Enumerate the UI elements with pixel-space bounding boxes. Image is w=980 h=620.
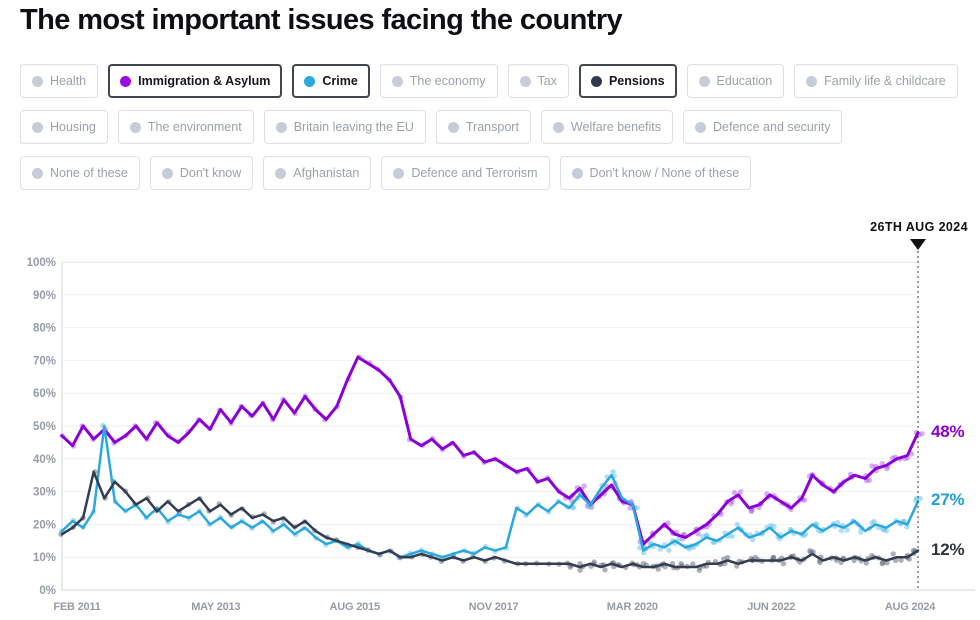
series-dot-icon <box>32 75 43 87</box>
filter-label: Afghanistan <box>293 166 360 180</box>
series-dot-icon <box>571 167 583 179</box>
filter-label: Tax <box>537 74 557 88</box>
date-annotation: 26TH AUG 2024 <box>870 220 968 234</box>
filter-bar: Health Immigration & Asylum Crime The econo… <box>20 64 970 202</box>
x-tick-label: MAR 2020 <box>607 601 658 613</box>
end-label-immigration-asylum: 48% <box>931 421 965 441</box>
series-dot-icon <box>32 121 43 133</box>
filter-label: Transport <box>465 120 519 134</box>
filter-button-crime[interactable]: Crime <box>292 64 370 98</box>
filter-button-afghanistan[interactable]: Afghanistan <box>263 156 372 190</box>
filter-row: None of these Don't know Afghanistan Defenc… <box>20 156 970 190</box>
filter-button-defence-and-terrorism[interactable]: Defence and Terrorism <box>381 156 550 190</box>
filter-label: Welfare benefits <box>570 120 662 134</box>
series-dot-icon <box>161 167 173 179</box>
series-line-pensions[interactable] <box>60 470 920 569</box>
y-tick-label: 0% <box>39 585 56 597</box>
filter-label: Don't know <box>179 166 242 180</box>
filter-button-transport[interactable]: Transport <box>435 110 531 144</box>
filter-button-welfare-benefits[interactable]: Welfare benefits <box>540 110 674 144</box>
y-tick-label: 10% <box>33 552 56 564</box>
end-label-crime: 27% <box>931 490 965 510</box>
y-tick-label: 80% <box>33 323 56 335</box>
filter-button-education[interactable]: Education <box>686 64 785 98</box>
filter-button-family-life-childcare[interactable]: Family life & childcare <box>794 64 958 98</box>
filter-button-housing[interactable]: Housing <box>20 110 108 144</box>
filter-label: None of these <box>50 166 128 180</box>
filter-label: Education <box>716 74 773 88</box>
series-dot-icon <box>32 167 43 179</box>
filter-button-pensions[interactable]: Pensions <box>578 64 677 98</box>
filter-button-the-environment[interactable]: The environment <box>117 110 254 144</box>
filter-button-tax[interactable]: Tax <box>507 64 569 98</box>
filter-label: Family life & childcare <box>824 74 946 88</box>
filter-label: Pensions <box>608 74 665 88</box>
filter-button-don-t-know[interactable]: Don't know <box>149 156 254 190</box>
x-tick-label: MAY 2013 <box>191 601 240 613</box>
x-tick-label: AUG 2024 <box>885 601 936 613</box>
y-tick-label: 70% <box>33 355 56 367</box>
x-tick-label: NOV 2017 <box>469 601 519 613</box>
series-dot-icon <box>393 167 405 179</box>
filter-button-don-t-know-none-of-these[interactable]: Don't know / None of these <box>559 156 752 190</box>
issues-chart-svg: 0% 10% 20% 30% 40% 50% 60% 70% 80% 90% 100% FEB 201… <box>27 239 975 613</box>
issues-chart: 26TH AUG 2024 0% 10% 20% 30% 40% 50% 60% 70% 80%… <box>0 213 980 620</box>
y-tick-label: 100% <box>27 257 56 269</box>
page-title: The most important issues facing the cou… <box>20 4 623 36</box>
scatter-points <box>58 354 925 574</box>
series-dot-icon <box>552 121 564 133</box>
filter-button-health[interactable]: Health <box>20 64 99 98</box>
filter-button-immigration-asylum[interactable]: Immigration & Asylum <box>108 64 283 98</box>
filter-label: The economy <box>409 74 486 88</box>
filter-label: Defence and Terrorism <box>411 166 538 180</box>
series-dot-icon <box>275 121 287 133</box>
filter-label: Crime <box>322 74 358 88</box>
series-dot-icon <box>698 75 710 87</box>
filter-row: Housing The environment Britain leaving th… <box>20 110 970 144</box>
x-tick-label: FEB 2011 <box>53 601 100 613</box>
y-tick-label: 50% <box>33 421 56 433</box>
series-dot-icon <box>304 75 316 87</box>
y-axis-labels: 0% 10% 20% 30% 40% 50% 60% 70% 80% 90% 100% <box>27 257 56 597</box>
filter-row: Health Immigration & Asylum Crime The econo… <box>20 64 970 98</box>
series-dot-icon <box>447 121 459 133</box>
filter-label: Housing <box>50 120 96 134</box>
y-tick-label: 20% <box>33 519 56 531</box>
x-tick-label: JUN 2022 <box>747 601 795 613</box>
filter-label: Health <box>50 74 87 88</box>
series-line-immigration-asylum[interactable] <box>60 355 920 546</box>
series-dot-icon <box>590 75 602 87</box>
series-dot-icon <box>695 121 707 133</box>
filter-button-the-economy[interactable]: The economy <box>379 64 498 98</box>
marker-triangle-icon <box>910 239 926 250</box>
series-dot-icon <box>120 75 132 87</box>
y-tick-label: 30% <box>33 487 56 499</box>
y-tick-label: 60% <box>33 388 56 400</box>
series-line-crime[interactable] <box>60 424 920 559</box>
x-axis-labels: FEB 2011 MAY 2013 AUG 2015 NOV 2017 MAR 2020… <box>53 601 936 613</box>
y-tick-label: 90% <box>33 290 56 302</box>
x-tick-label: AUG 2015 <box>330 601 380 613</box>
filter-button-none-of-these[interactable]: None of these <box>20 156 140 190</box>
series-dot-icon <box>129 121 141 133</box>
series-dot-icon <box>519 75 531 87</box>
filter-label: Immigration & Asylum <box>138 74 271 88</box>
filter-label: Defence and security <box>713 120 831 134</box>
filter-button-defence-and-security[interactable]: Defence and security <box>683 110 843 144</box>
gridlines <box>62 261 918 558</box>
filter-button-britain-leaving-the-eu[interactable]: Britain leaving the EU <box>263 110 426 144</box>
series-dot-icon <box>806 75 818 87</box>
end-label-pensions: 12% <box>931 539 965 559</box>
filter-label: The environment <box>147 120 242 134</box>
filter-label: Britain leaving the EU <box>293 120 414 134</box>
latest-date-marker <box>910 239 926 590</box>
series-dot-icon <box>391 75 403 87</box>
y-tick-label: 40% <box>33 454 56 466</box>
filter-label: Don't know / None of these <box>589 166 740 180</box>
series-dot-icon <box>275 167 287 179</box>
